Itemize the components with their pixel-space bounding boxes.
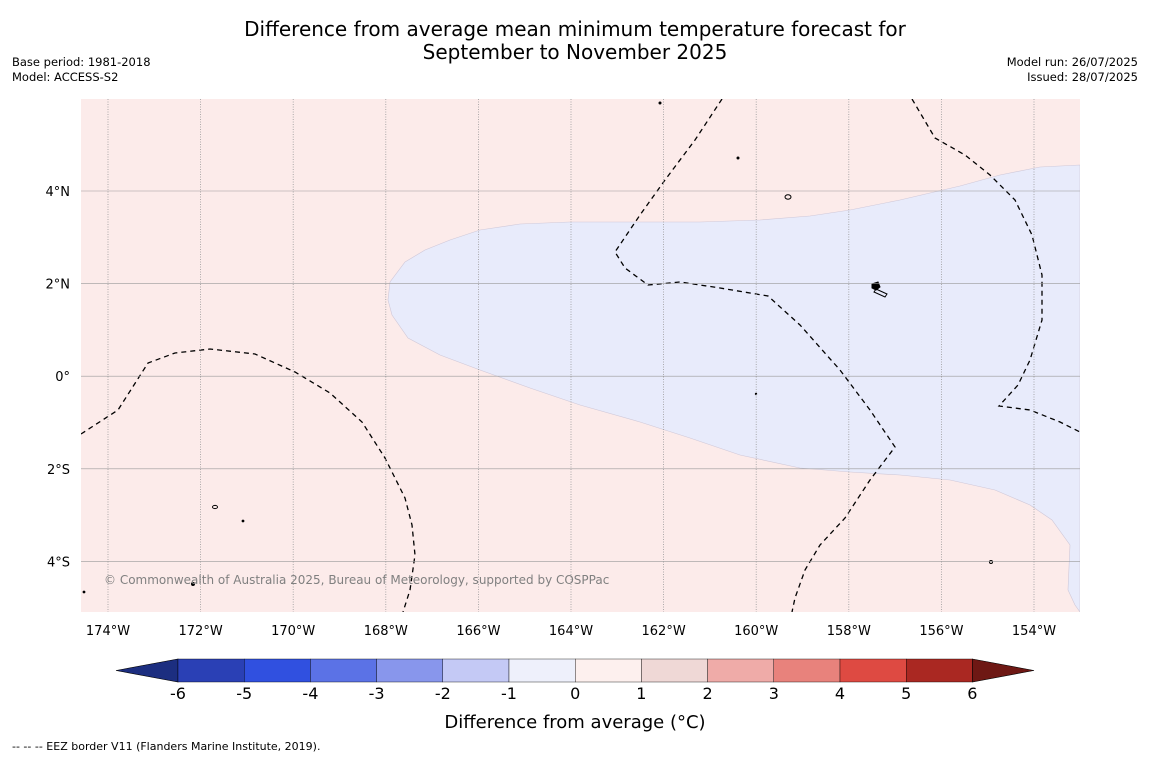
island-shape xyxy=(736,156,740,160)
colorbar: -6 -5 -4 -3 -2 -1 0 1 2 3 4 5 6 Difference from aver… xyxy=(115,658,1035,733)
eez-border-line xyxy=(81,348,416,612)
colorbar-tick-label: 4 xyxy=(835,684,845,703)
island-shape xyxy=(191,582,195,586)
eez-borders xyxy=(81,99,1080,612)
colorbar-label: Difference from average (°C) xyxy=(444,712,705,733)
colorbar-tick-label: 1 xyxy=(636,684,646,703)
colorbar-tick-label: -2 xyxy=(435,684,451,703)
colorbar-cell xyxy=(310,658,377,683)
colorbar-cell xyxy=(773,658,841,683)
copyright-text: © Commonwealth of Australia 2025, Bureau… xyxy=(104,573,609,587)
colorbar-tick-label: 2 xyxy=(703,684,713,703)
metadata-left: Base period: 1981-2018 Model: ACCESS-S2 xyxy=(12,55,151,85)
anomaly-region-minus1-to-0 xyxy=(387,164,1080,612)
longitude-label: 156°W xyxy=(919,624,963,639)
eez-legend-note: -- -- -- EEZ border V11 (Flanders Marine… xyxy=(12,740,321,753)
colorbar-cell xyxy=(839,658,907,683)
colorbar-tick-label: -3 xyxy=(369,684,385,703)
colorbar-cell xyxy=(707,658,774,683)
longitude-label: 154°W xyxy=(1012,624,1056,639)
map-title: Difference from average mean minimum tem… xyxy=(0,18,1150,64)
map-plot-area: © Commonwealth of Australia 2025, Bureau… xyxy=(81,99,1080,612)
longitude-label: 166°W xyxy=(456,624,500,639)
island-shape xyxy=(871,281,881,291)
longitude-gridlines xyxy=(107,99,1035,612)
title-line-2: September to November 2025 xyxy=(422,40,728,64)
island-shape xyxy=(82,590,86,594)
island-shape xyxy=(784,194,792,200)
colorbar-tick-label: -6 xyxy=(170,684,186,703)
colorbar-tick-label: 5 xyxy=(901,684,911,703)
colorbar-extend-arrow-low xyxy=(115,658,179,683)
latitude-label: 4°S xyxy=(47,555,70,570)
colorbar-tick-label: 3 xyxy=(769,684,779,703)
longitude-label: 164°W xyxy=(549,624,593,639)
island-shape xyxy=(212,504,218,510)
base-period-text: Base period: 1981-2018 xyxy=(12,55,151,69)
colorbar-tick-label: -4 xyxy=(302,684,318,703)
colorbar-tick-label: -5 xyxy=(236,684,252,703)
longitude-label: 170°W xyxy=(271,624,315,639)
longitude-label: 162°W xyxy=(642,624,686,639)
longitude-label: 174°W xyxy=(86,624,130,639)
longitude-labels: 174°W 172°W 170°W 168°W 166°W 164°W 162°W 160°W… xyxy=(86,624,1056,639)
colorbar-cell xyxy=(243,658,311,683)
colorbar-cell xyxy=(575,658,642,683)
latitude-labels: 4°N 2°N 0° 2°S 4°S xyxy=(46,185,71,570)
colorbar-tick-label: 0 xyxy=(570,684,580,703)
eez-border-line xyxy=(911,99,1080,433)
title-line-1: Difference from average mean minimum tem… xyxy=(244,17,906,41)
latitude-label: 2°S xyxy=(47,463,70,478)
islands xyxy=(82,101,993,594)
colorbar-cell xyxy=(442,658,510,683)
longitude-label: 160°W xyxy=(734,624,778,639)
island-shape xyxy=(241,519,245,523)
model-text: Model: ACCESS-S2 xyxy=(12,70,119,84)
longitude-label: 168°W xyxy=(364,624,408,639)
colorbar-tick-labels: -6 -5 -4 -3 -2 -1 0 1 2 3 4 5 6 xyxy=(170,684,977,703)
metadata-right: Model run: 26/07/2025 Issued: 28/07/2025 xyxy=(1007,55,1138,85)
colorbar-cell xyxy=(376,658,444,683)
colorbar-cell xyxy=(177,658,245,683)
colorbar-tick-label: 6 xyxy=(967,684,977,703)
colorbar-extend-arrow-high xyxy=(972,658,1035,683)
island-shape xyxy=(989,560,993,564)
island-shape xyxy=(873,288,888,298)
latitude-label: 0° xyxy=(55,370,70,385)
colorbar-cell xyxy=(641,658,708,683)
issued-text: Issued: 28/07/2025 xyxy=(1027,70,1138,84)
colorbar-cell xyxy=(508,658,576,683)
model-run-text: Model run: 26/07/2025 xyxy=(1006,55,1138,69)
colorbar-cell xyxy=(906,658,973,683)
latitude-label: 4°N xyxy=(46,185,71,200)
colorbar-cells xyxy=(115,658,1035,683)
latitude-gridlines xyxy=(81,190,1080,562)
island-shape xyxy=(658,101,662,105)
colorbar-tick-label: -1 xyxy=(501,684,517,703)
latitude-label: 2°N xyxy=(46,278,71,293)
longitude-label: 158°W xyxy=(827,624,871,639)
longitude-label: 172°W xyxy=(179,624,223,639)
